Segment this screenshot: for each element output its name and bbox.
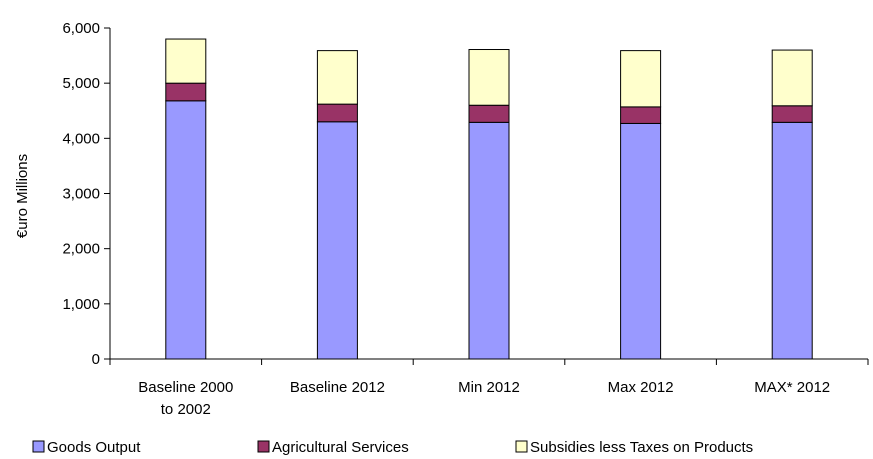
legend-swatch [32, 440, 45, 453]
y-axis-ticks: 0 1,000 2,000 3,000 4,000 5,000 6,000 [62, 20, 110, 368]
y-tick-label: 4,000 [62, 130, 100, 147]
bar-segment-goods-output [771, 121, 813, 360]
legend-swatch [257, 440, 270, 453]
x-category-label: Baseline 2012 [290, 379, 385, 396]
bars [165, 38, 813, 360]
axes [109, 28, 869, 365]
legend-swatch [515, 440, 528, 453]
bar-segment-subsidies-less-taxes-on-products [771, 49, 813, 107]
y-tick-label: 5,000 [62, 75, 100, 92]
bar-segment-subsidies-less-taxes-on-products [620, 50, 662, 108]
bar-segment-goods-output [468, 121, 510, 360]
x-category-label: Max 2012 [608, 379, 674, 396]
bar-segment-goods-output [620, 122, 662, 360]
y-tick-label: 6,000 [62, 20, 100, 37]
bar-segment-agricultural-services [620, 106, 662, 124]
legend-label: Subsidies less Taxes on Products [530, 439, 753, 456]
bar-segment-goods-output [316, 121, 358, 360]
legend-label: Agricultural Services [272, 439, 409, 456]
y-tick-label: 1,000 [62, 296, 100, 313]
legend: Goods Output Agricultural Services Subsidi… [32, 439, 753, 456]
y-tick-label: 3,000 [62, 186, 100, 203]
x-axis-labels: Baseline 2000 to 2002 Baseline 2012 Min 201… [138, 379, 830, 418]
y-tick-label: 2,000 [62, 241, 100, 258]
bar-segment-subsidies-less-taxes-on-products [316, 50, 358, 105]
bar-segment-agricultural-services [771, 105, 813, 123]
legend-label: Goods Output [47, 439, 141, 456]
y-axis-title-group: €uro Millions [14, 154, 31, 238]
x-category-label: MAX* 2012 [754, 379, 830, 396]
bar-segment-goods-output [165, 100, 207, 360]
bar-segment-agricultural-services [316, 103, 358, 123]
y-axis-title: €uro Millions [14, 154, 31, 238]
bar-segment-subsidies-less-taxes-on-products [468, 49, 510, 106]
x-category-label: Min 2012 [458, 379, 520, 396]
bar-segment-agricultural-services [165, 82, 207, 102]
y-tick-label: 0 [92, 351, 100, 368]
x-category-label: Baseline 2000 to 2002 [138, 379, 233, 418]
bar-segment-subsidies-less-taxes-on-products [165, 38, 207, 84]
bar-segment-agricultural-services [468, 104, 510, 123]
